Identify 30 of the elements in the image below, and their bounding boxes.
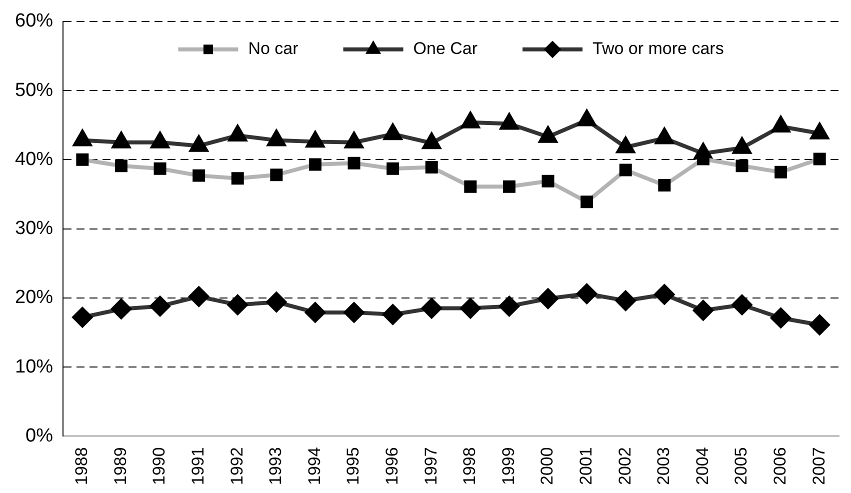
x-tick-label: 2003	[654, 447, 674, 486]
x-tick-label: 2004	[692, 447, 712, 486]
x-tick-label: 2000	[538, 447, 557, 486]
x-tick-label: 1997	[421, 447, 440, 486]
x-tick-label: 1990	[150, 447, 169, 486]
y-tick-label: 60%	[14, 10, 54, 32]
y-tick-label: 30%	[14, 218, 54, 240]
x-tick-label: 1998	[460, 447, 480, 486]
x-tick-label: 1993	[266, 447, 286, 486]
y-tick-label: 20%	[14, 287, 54, 308]
y-tick-label: 10%	[14, 356, 54, 378]
x-tick-label: 2005	[732, 447, 751, 486]
legend-label: One Car	[413, 39, 478, 58]
x-tick-label: 2006	[770, 447, 790, 486]
x-tick-label: 2001	[576, 447, 596, 486]
x-tick-label: 1992	[227, 447, 246, 486]
x-tick-label: 1994	[304, 447, 324, 486]
y-tick-label: 0%	[26, 425, 54, 446]
y-tick-label: 40%	[14, 148, 54, 170]
legend-label: No car	[248, 39, 299, 58]
y-tick-label: 50%	[14, 80, 54, 101]
x-tick-label: 1991	[188, 447, 208, 486]
x-tick-label: 1989	[110, 447, 130, 486]
x-tick-label: 1988	[72, 447, 92, 486]
x-tick-label: 1999	[498, 447, 518, 486]
x-tick-label: 2002	[615, 447, 634, 486]
legend-label: Two or more cars	[592, 39, 724, 58]
x-tick-label: 2007	[809, 447, 828, 486]
x-tick-label: 1996	[382, 447, 402, 486]
x-tick-label: 1995	[344, 447, 363, 486]
